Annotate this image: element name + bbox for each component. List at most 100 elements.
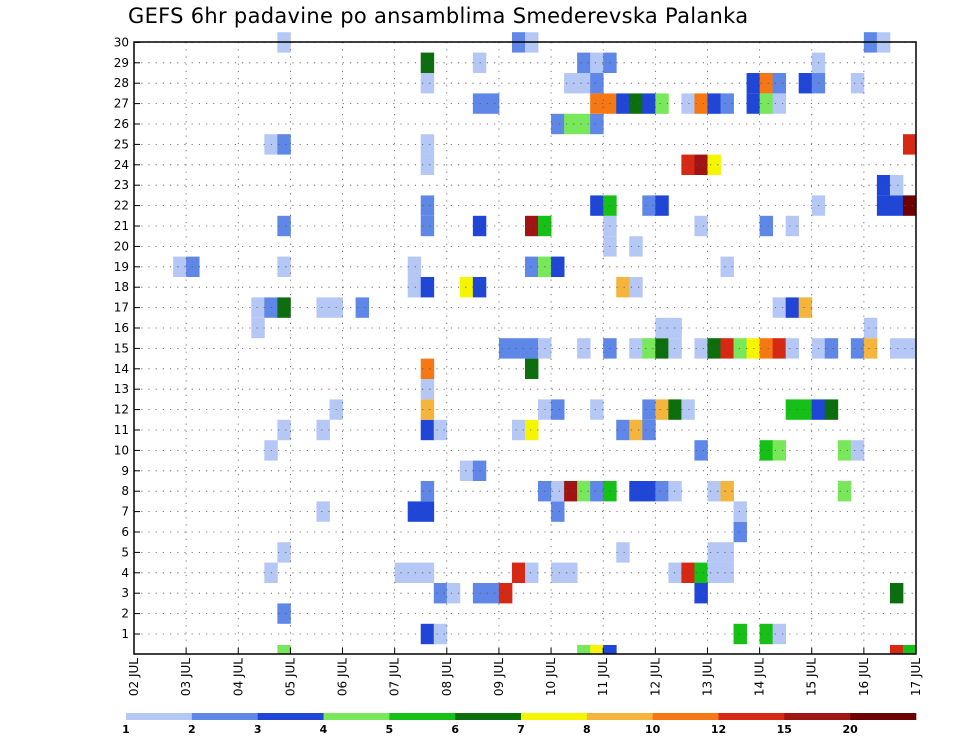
y-tick-label: 9 [121,464,129,478]
legend-swatch [784,713,851,720]
heatmap-cell [837,481,852,502]
y-tick-label: 20 [114,239,129,253]
legend-swatch [323,713,390,720]
heatmap-cell [498,338,513,359]
x-tick-label: 03 JUL [179,658,193,696]
heatmap-cell [420,379,435,400]
x-tick-label: 11 JUL [596,658,610,696]
heatmap-cell [850,440,865,461]
heatmap-cell [551,562,565,583]
x-tick-label: 17 JUL [909,658,923,696]
y-tick-label: 25 [114,137,129,151]
heatmap-cell [407,277,422,298]
heatmap-cell [694,583,708,604]
heatmap-cell [564,113,578,135]
heatmap-cell [277,256,291,277]
heatmap-cell [642,195,656,216]
heatmap-cell [472,215,487,237]
heatmap-cell [655,93,669,114]
y-tick-label: 15 [114,341,129,355]
heatmap-cell [889,195,904,216]
heatmap-cell [511,419,526,441]
heatmap-cell [577,645,591,654]
heatmap-cell [277,419,291,441]
heatmap-cell [420,501,435,522]
y-tick-label: 29 [114,56,129,70]
y-tick-label: 23 [114,178,129,192]
heatmap-cell [733,338,747,359]
heatmap-cell [720,338,734,359]
heatmap-cell [590,73,604,94]
heatmap-cell [694,440,708,461]
y-tick-label: 11 [114,423,129,437]
heatmap-cell [590,399,604,420]
heatmap-cell [277,542,291,563]
heatmap-cell [603,645,617,654]
y-tick-label: 6 [121,525,129,539]
heatmap-cell [420,562,435,583]
heatmap-cell [720,562,734,583]
heatmap-cell [551,399,565,420]
heatmap-cell [251,317,265,339]
heatmap-cell [590,645,604,654]
heatmap-cell [785,399,800,420]
heatmap-cell [551,501,565,522]
legend-swatch [652,713,719,720]
heatmap-cell [407,256,422,277]
heatmap-cell [642,419,656,441]
legend-swatch [850,713,917,720]
heatmap-cell [420,277,435,298]
y-tick-label: 16 [114,321,129,335]
legend-label: 8 [583,723,591,736]
heatmap-cell [420,134,435,155]
heatmap-cell [577,338,591,359]
cells-layer [173,32,917,654]
legend-swatch [126,713,193,720]
heatmap-cell [577,481,591,502]
heatmap-cell [472,277,487,298]
x-tick-label: 15 JUL [805,658,819,696]
heatmap-cell [420,358,435,379]
heatmap-cell [707,338,721,359]
y-tick-label: 24 [114,158,129,172]
heatmap-cell [420,419,435,441]
heatmap-cell [629,236,643,257]
x-tick-label: 06 JUL [336,658,350,696]
legend-label: 6 [451,723,459,736]
y-tick-label: 13 [114,382,129,396]
heatmap-cell [798,399,813,420]
heatmap-cell [785,297,800,318]
x-tick-label: 09 JUL [492,658,506,696]
heatmap-cell [420,154,435,175]
heatmap-cell [459,460,474,481]
y-tick-label: 7 [121,505,129,519]
heatmap-cell [837,440,852,461]
y-tick-label: 8 [121,484,129,498]
legend-label: 7 [517,723,525,736]
heatmap-cell [525,256,539,277]
heatmap-cell [889,175,904,196]
x-tick-label: 10 JUL [544,658,558,696]
heatmap-cell [824,338,839,359]
heatmap-cell [446,583,461,604]
heatmap-cell [459,277,474,298]
y-tick-label: 19 [114,260,129,274]
y-tick-label: 18 [114,280,129,294]
heatmap-cell [472,93,487,114]
y-tick-label: 22 [114,199,129,213]
heatmap-cell [720,93,734,114]
legend-label: 15 [777,723,792,736]
heatmap-cell [590,481,604,502]
heatmap-cell [316,501,330,522]
y-tick-label: 2 [121,607,129,621]
heatmap-cell [525,562,539,583]
heatmap-cell [772,93,787,114]
x-tick-label: 14 JUL [753,658,767,696]
heatmap-cell [551,113,565,135]
heatmap-cell [733,623,747,645]
heatmap-cell [629,419,643,441]
heatmap-cell [277,215,291,237]
heatmap-cell [277,297,291,318]
heatmap-cell [277,603,291,624]
heatmap-cell [525,215,539,237]
